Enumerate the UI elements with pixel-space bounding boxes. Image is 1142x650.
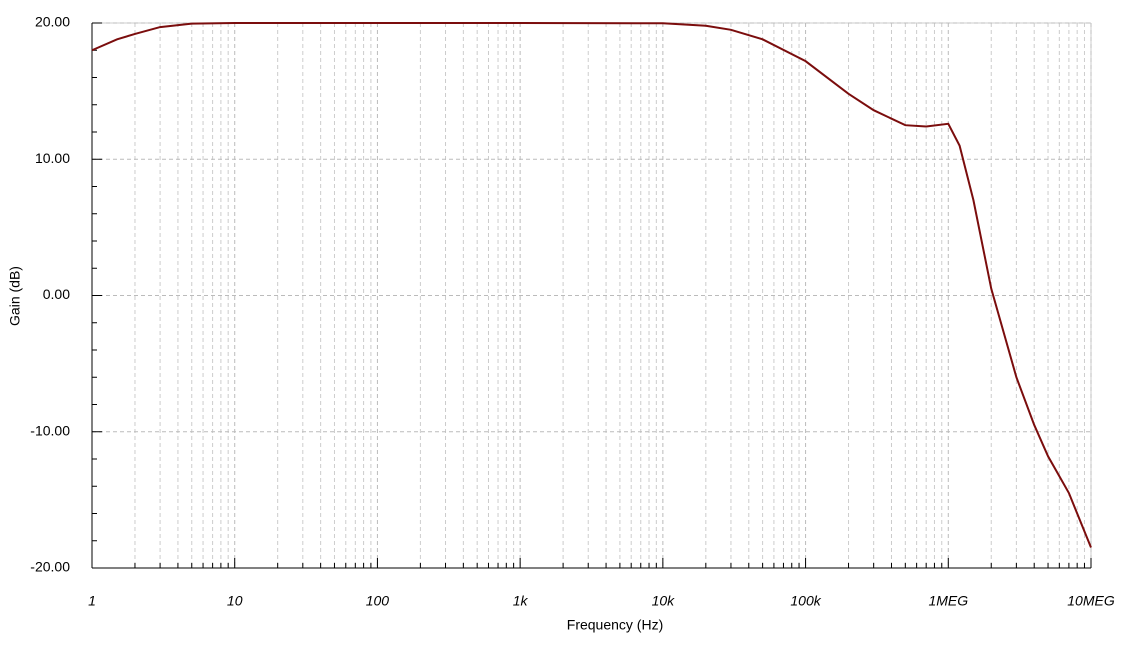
x-tick-label: 1 (88, 593, 96, 609)
y-tick-label: 0.00 (43, 286, 70, 302)
x-axis-label: Frequency (Hz) (567, 617, 663, 633)
x-tick-label: 10 (227, 593, 243, 609)
x-tick-label: 100k (790, 593, 821, 609)
x-tick-label: 1MEG (928, 593, 968, 609)
x-tick-label: 100 (366, 593, 390, 609)
x-tick-label: 1k (513, 593, 529, 609)
series-line (91, 22, 1092, 548)
y-tick-label: 20.00 (35, 14, 70, 30)
x-tick-label: 10k (652, 593, 676, 609)
y-tick-label: 10.00 (35, 150, 70, 166)
y-axis-label: Gain (dB) (7, 266, 23, 326)
x-tick-label: 10MEG (1067, 593, 1115, 609)
y-tick-label: -10.00 (30, 422, 70, 438)
y-tick-label: -20.00 (30, 559, 70, 575)
